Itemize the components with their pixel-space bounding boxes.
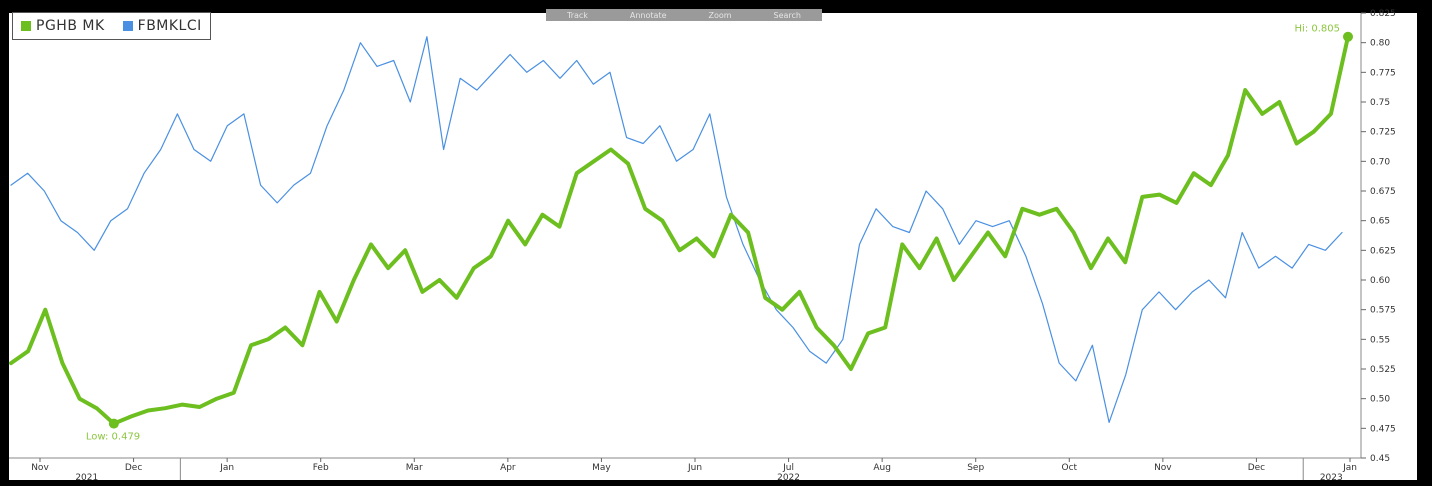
toolbar-annotate-button[interactable]: Annotate xyxy=(629,10,667,20)
series-line-fbmklci xyxy=(10,36,1343,423)
y-tick-label: 0.575 xyxy=(1370,306,1396,316)
y-tick-label: 0.725 xyxy=(1370,128,1396,138)
y-tick-label: 0.65 xyxy=(1370,217,1390,227)
x-axis: Nov Dec Jan Feb Mar Apr May Jun Jul Aug Sep Oct Nov D… xyxy=(9,457,1361,483)
series-line-pghb xyxy=(9,34,1350,426)
y-axis: 0.825 0.80 0.775 0.75 0.725 0.70 0.675 0.65 0.62… xyxy=(1360,9,1396,464)
date-axis-area xyxy=(9,458,1361,480)
series-layer xyxy=(9,34,1350,426)
x-tick-label: Sep xyxy=(967,463,984,473)
y-tick-label: 0.45 xyxy=(1370,454,1390,464)
toolbar-zoom-button[interactable]: Zoom xyxy=(708,10,732,20)
year-label: 2023 xyxy=(1320,473,1343,483)
legend-label-pghb: PGHB MK xyxy=(36,18,105,34)
x-tick-label: May xyxy=(592,463,611,473)
x-tick-label: Oct xyxy=(1062,463,1078,473)
legend-label-fbmklci: FBMKLCI xyxy=(137,18,202,34)
y-tick-label: 0.825 xyxy=(1370,9,1396,19)
legend: PGHB MK FBMKLCI xyxy=(12,12,211,40)
plot-area xyxy=(9,13,1361,458)
high-marker xyxy=(1343,31,1353,42)
high-label: Hi: 0.805 xyxy=(1295,24,1340,35)
y-tick-label: 0.625 xyxy=(1370,246,1396,256)
year-label: 2022 xyxy=(777,473,800,483)
y-tick-label: 0.80 xyxy=(1370,39,1390,49)
x-tick-label: Dec xyxy=(125,463,142,473)
x-tick-label: Apr xyxy=(500,463,516,473)
low-marker xyxy=(108,418,119,429)
y-tick-label: 0.70 xyxy=(1370,157,1390,167)
x-tick-label: Nov xyxy=(31,463,49,473)
y-tick-label: 0.55 xyxy=(1370,335,1390,345)
x-tick-label: Mar xyxy=(406,463,423,473)
y-tick-label: 0.775 xyxy=(1370,68,1396,78)
x-tick-label: Aug xyxy=(873,463,891,473)
legend-swatch-pghb xyxy=(21,21,31,31)
x-tick-label: Nov xyxy=(1154,463,1172,473)
y-tick-label: 0.60 xyxy=(1370,276,1390,286)
x-tick-label: Jul xyxy=(782,463,794,473)
value-axis-area xyxy=(1361,13,1417,480)
year-label: 2021 xyxy=(75,473,98,483)
low-label: Low: 0.479 xyxy=(86,432,140,443)
y-tick-label: 0.50 xyxy=(1370,395,1390,405)
x-tick-label: Jan xyxy=(219,463,234,473)
x-tick-label: Feb xyxy=(313,463,329,473)
x-tick-label: Jun xyxy=(687,463,702,473)
y-tick-label: 0.675 xyxy=(1370,187,1396,197)
annotation-layer: Hi: 0.805 Low: 0.479 xyxy=(86,24,1353,443)
toolbar-track-button[interactable]: Track xyxy=(566,10,588,20)
legend-item-pghb[interactable]: PGHB MK xyxy=(21,18,105,34)
x-tick-label: Dec xyxy=(1248,463,1265,473)
legend-item-fbmklci[interactable]: FBMKLCI xyxy=(122,18,202,34)
toolbar-search-button[interactable]: Search xyxy=(773,10,801,20)
y-tick-label: 0.475 xyxy=(1370,424,1396,434)
y-tick-label: 0.75 xyxy=(1370,98,1390,108)
y-tick-label: 0.525 xyxy=(1370,365,1396,375)
legend-swatch-fbmklci xyxy=(122,21,133,31)
chart-toolbar: Track Annotate Zoom Search xyxy=(546,9,822,21)
x-tick-label: Jan xyxy=(1342,463,1357,473)
